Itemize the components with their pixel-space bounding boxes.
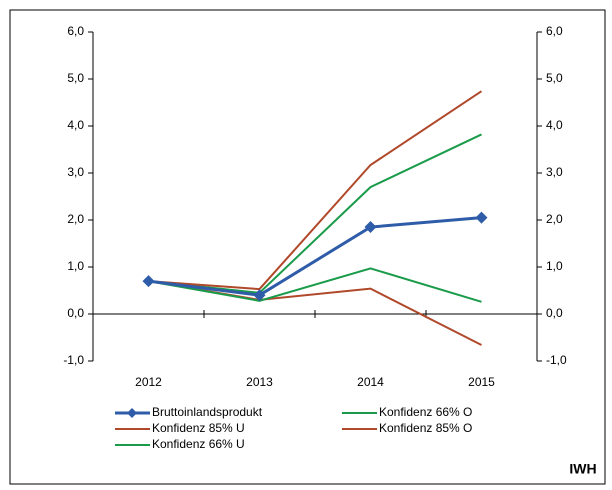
legend-label: Konfidenz 66% O <box>379 405 472 419</box>
series-line <box>148 267 482 303</box>
y2-tick-label: 3,0 <box>546 165 563 179</box>
series-line <box>148 216 482 297</box>
legend-label: Konfidenz 85% O <box>379 421 472 435</box>
series-line <box>148 90 483 291</box>
x-tick-label: 2012 <box>135 375 162 389</box>
y2-tick-label: 6,0 <box>546 24 563 38</box>
x-tick-label: 2014 <box>357 375 384 389</box>
y-tick-label: 0,0 <box>67 306 84 320</box>
y-tick-label: 1,0 <box>67 259 84 273</box>
series-line <box>148 133 482 294</box>
legend-label: Konfidenz 66% U <box>152 437 245 451</box>
x-tick-label: 2015 <box>468 375 495 389</box>
y-tick-label: 3,0 <box>67 165 84 179</box>
y2-tick-label: 1,0 <box>546 259 563 273</box>
y2-tick-label: -1,0 <box>546 353 567 367</box>
legend-label: Bruttoinlandsprodukt <box>152 405 263 419</box>
y-tick-label: 6,0 <box>67 24 84 38</box>
legend-label: Konfidenz 85% U <box>152 421 245 435</box>
point-marker <box>142 275 155 288</box>
point-marker <box>475 211 488 224</box>
y-tick-label: 4,0 <box>67 118 84 132</box>
legend-marker <box>127 408 137 418</box>
point-marker <box>364 221 377 234</box>
point-marker <box>253 289 266 302</box>
y-tick-label: -1,0 <box>63 353 84 367</box>
y-tick-label: 2,0 <box>67 212 84 226</box>
x-tick-label: 2013 <box>246 375 273 389</box>
y-tick-label: 5,0 <box>67 71 84 85</box>
frame <box>9 9 606 485</box>
y2-tick-label: 2,0 <box>546 212 563 226</box>
source-label: IWH <box>569 461 596 477</box>
y2-tick-label: 5,0 <box>546 71 563 85</box>
y2-tick-label: 0,0 <box>546 306 563 320</box>
y2-tick-label: 4,0 <box>546 118 563 132</box>
